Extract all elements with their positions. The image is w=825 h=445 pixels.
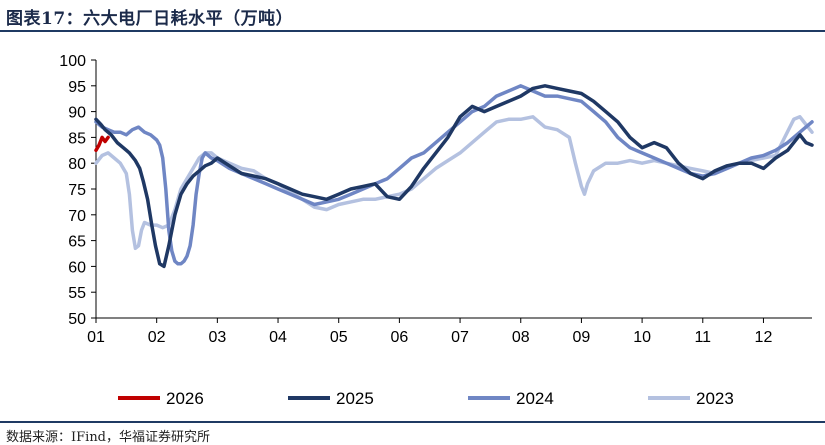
x-tick-label: 09: [573, 329, 591, 346]
title-rule: [0, 30, 825, 32]
y-tick-label: 50: [68, 311, 86, 328]
series-line-2024: [94, 84, 814, 266]
x-tick-label: 08: [512, 329, 530, 346]
series-line-2025: [94, 84, 814, 269]
series-line-2023: [94, 115, 814, 251]
y-tick-label: 100: [59, 53, 86, 70]
y-tick-label: 55: [68, 285, 86, 302]
y-tick-label: 95: [68, 79, 86, 96]
y-tick-label: 70: [68, 208, 86, 225]
x-tick-label: 05: [330, 329, 348, 346]
x-tick-label: 03: [208, 329, 226, 346]
y-tick-label: 90: [68, 105, 86, 122]
line-chart: 50 55 60 65 70 75 80 85 90 95 100 01 02 03 04 05 06 07 08 0…: [59, 53, 814, 408]
chart-series: [94, 84, 814, 269]
y-tick-label: 85: [68, 130, 86, 147]
x-tick-label: 07: [451, 329, 469, 346]
chart-title: 图表17：六大电厂日耗水平（万吨）: [6, 9, 294, 29]
source-note: 数据来源：IFind，华福证券研究所: [6, 430, 211, 445]
y-tick-label: 65: [68, 234, 86, 251]
chart-axes: 50 55 60 65 70 75 80 85 90 95 100 01 02 03 04 05 06 07 08 0…: [59, 53, 812, 346]
footer-rule: [0, 421, 825, 423]
chart-legend: 2026 2025 2024 2023: [118, 389, 734, 408]
legend-label-2023: 2023: [696, 389, 734, 408]
series-line-2026: [94, 135, 110, 153]
x-tick-label: 10: [633, 329, 651, 346]
x-tick-label: 04: [269, 329, 287, 346]
x-tick-label: 01: [87, 329, 105, 346]
x-tick-label: 06: [390, 329, 408, 346]
legend-label-2025: 2025: [336, 389, 374, 408]
x-tick-label: 11: [694, 329, 711, 346]
y-tick-label: 60: [68, 259, 86, 276]
x-tick-label: 02: [148, 329, 166, 346]
y-tick-label: 75: [68, 182, 86, 199]
y-tick-label: 80: [68, 156, 86, 173]
legend-label-2026: 2026: [166, 389, 204, 408]
x-tick-label: 12: [755, 329, 773, 346]
legend-label-2024: 2024: [516, 389, 554, 408]
